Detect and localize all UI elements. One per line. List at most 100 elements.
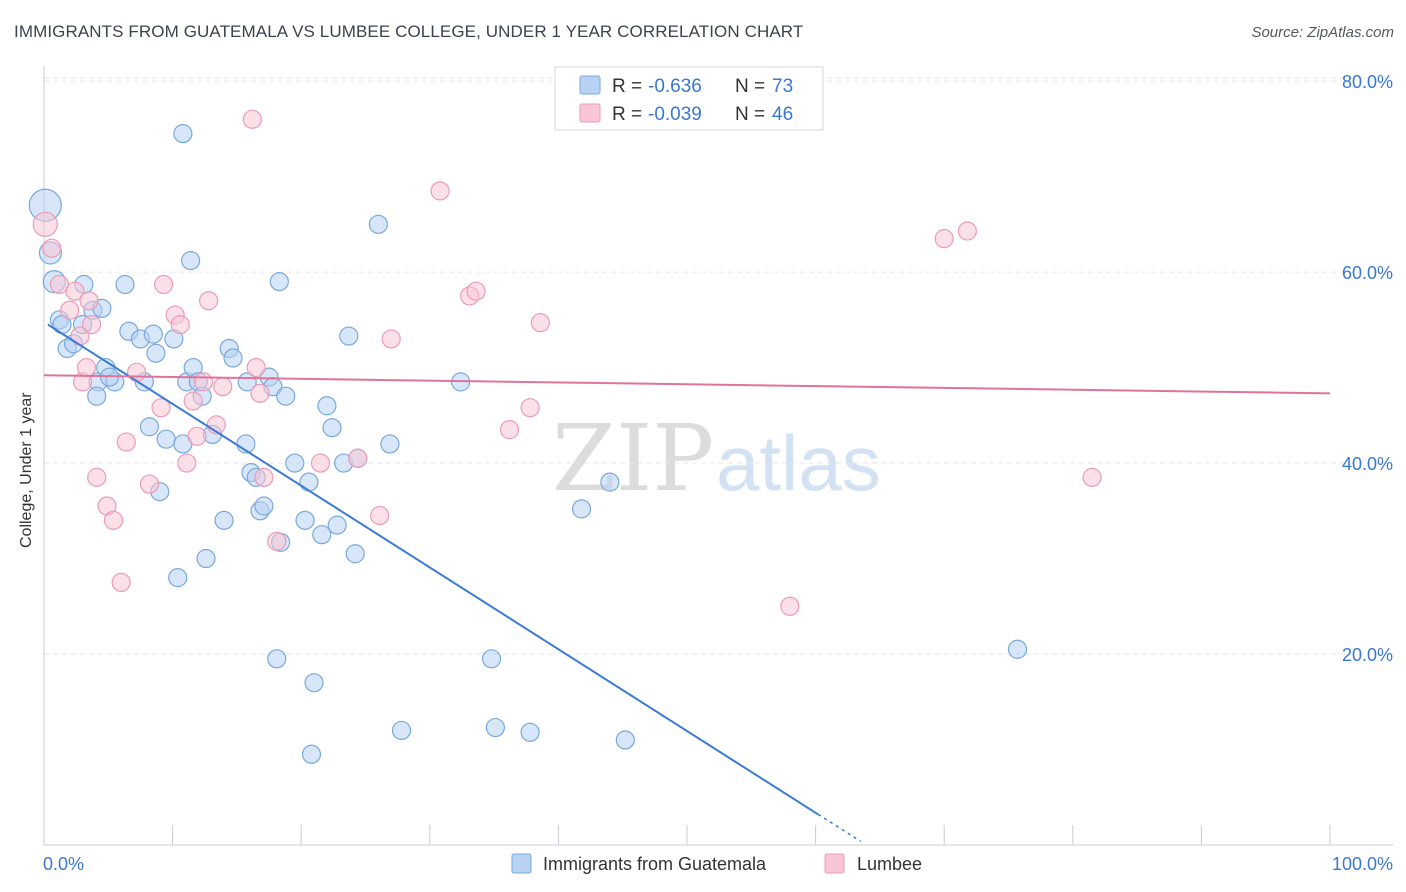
lumbee-point bbox=[65, 281, 85, 301]
series-lumbee-points bbox=[32, 109, 1102, 616]
y-tick-label: 60.0% bbox=[1342, 263, 1393, 283]
lumbee-point bbox=[79, 291, 99, 311]
lumbee-point bbox=[520, 398, 540, 418]
lumbee-point bbox=[111, 572, 131, 593]
lumbee-point bbox=[116, 432, 136, 452]
guatemala-point bbox=[173, 124, 193, 144]
chart-title: IMMIGRANTS FROM GUATEMALA VS LUMBEE COLL… bbox=[14, 22, 804, 41]
watermark-zip: ZIP bbox=[552, 405, 714, 512]
guatemala-point bbox=[115, 274, 135, 295]
lumbee-point bbox=[153, 274, 174, 295]
lumbee-trend-line bbox=[43, 374, 1331, 395]
guatemala-point bbox=[267, 649, 287, 669]
legend-r-value-2: -0.039 bbox=[648, 104, 702, 125]
bottom-legend-swatch-guatemala bbox=[511, 853, 532, 874]
legend-box: R = -0.636 N = 73 R = -0.039 N = 46 bbox=[554, 66, 824, 131]
lumbee-point bbox=[81, 314, 102, 335]
lumbee-point bbox=[187, 426, 207, 446]
legend-n-label-1: N = bbox=[735, 76, 765, 97]
lumbee-point bbox=[957, 221, 977, 241]
guatemala-point bbox=[1007, 639, 1028, 659]
guatemala-point bbox=[285, 453, 305, 473]
guatemala-point bbox=[304, 673, 324, 693]
gridlines bbox=[44, 77, 1393, 655]
guatemala-point bbox=[327, 515, 347, 535]
legend-r-label-2: R = bbox=[612, 104, 642, 125]
lumbee-point bbox=[199, 291, 219, 311]
bottom-legend-label-lumbee: Lumbee bbox=[857, 854, 922, 874]
lumbee-point bbox=[250, 383, 270, 403]
guatemala-point bbox=[254, 496, 274, 516]
guatemala-point bbox=[87, 386, 107, 406]
lumbee-point bbox=[499, 420, 520, 440]
lumbee-point bbox=[151, 398, 171, 418]
guatemala-point bbox=[269, 272, 289, 292]
guatemala-point bbox=[146, 343, 166, 363]
lumbee-point bbox=[242, 109, 262, 129]
guatemala-point bbox=[322, 418, 342, 438]
guatemala-point bbox=[481, 649, 502, 669]
x-tick-label-min: 0.0% bbox=[43, 854, 84, 874]
lumbee-point bbox=[934, 229, 954, 249]
legend-r-label-1: R = bbox=[612, 76, 642, 97]
guatemala-point bbox=[295, 510, 315, 530]
guatemala-point bbox=[214, 510, 234, 530]
y-tick-label: 40.0% bbox=[1342, 454, 1393, 474]
guatemala-point bbox=[276, 386, 296, 406]
lumbee-point bbox=[42, 238, 62, 258]
lumbee-point bbox=[177, 453, 197, 473]
guatemala-point bbox=[223, 348, 243, 368]
lumbee-point bbox=[370, 505, 390, 526]
lumbee-point bbox=[466, 281, 486, 301]
guatemala-point bbox=[143, 324, 163, 344]
watermark-atlas: atlas bbox=[716, 419, 881, 507]
lumbee-point bbox=[126, 362, 147, 382]
lumbee-point bbox=[381, 329, 401, 349]
series-guatemala-points bbox=[28, 124, 1028, 764]
guatemala-point bbox=[368, 214, 388, 234]
lumbee-point bbox=[193, 372, 214, 392]
guatemala-point bbox=[391, 720, 412, 741]
guatemala-point bbox=[485, 717, 505, 738]
legend-swatch-lumbee bbox=[579, 103, 601, 123]
legend-n-value-1: 73 bbox=[772, 76, 793, 97]
legend-n-label-2: N = bbox=[735, 104, 765, 125]
legend-swatch-guatemala bbox=[579, 75, 601, 95]
guatemala-point bbox=[345, 544, 365, 564]
lumbee-point bbox=[530, 313, 550, 333]
guatemala-point bbox=[196, 548, 216, 569]
bottom-legend-label-guatemala: Immigrants from Guatemala bbox=[543, 854, 767, 874]
guatemala-point bbox=[312, 525, 332, 545]
y-tick-label: 20.0% bbox=[1342, 645, 1393, 665]
lumbee-point bbox=[139, 474, 160, 494]
guatemala-trend-extension bbox=[817, 813, 862, 842]
x-tick-label-max: 100.0% bbox=[1332, 854, 1393, 874]
lumbee-point bbox=[170, 314, 190, 335]
guatemala-point bbox=[139, 417, 160, 437]
guatemala-point bbox=[339, 326, 359, 346]
guatemala-point bbox=[317, 396, 337, 416]
guatemala-point bbox=[156, 429, 176, 449]
lumbee-point bbox=[267, 531, 287, 551]
lumbee-point bbox=[32, 211, 58, 237]
y-tick-label: 80.0% bbox=[1342, 72, 1393, 92]
lumbee-point bbox=[254, 467, 274, 487]
guatemala-point bbox=[301, 744, 322, 764]
lumbee-point bbox=[213, 377, 233, 397]
lumbee-point bbox=[246, 357, 266, 378]
lumbee-point bbox=[348, 448, 368, 468]
guatemala-point bbox=[181, 251, 201, 271]
lumbee-point bbox=[1082, 467, 1102, 487]
guatemala-point bbox=[520, 722, 540, 742]
guatemala-point bbox=[168, 568, 188, 588]
guatemala-point bbox=[571, 499, 592, 519]
legend-r-value-1: -0.636 bbox=[648, 76, 702, 97]
lumbee-point bbox=[103, 510, 124, 530]
lumbee-point bbox=[310, 453, 331, 473]
lumbee-point bbox=[780, 596, 800, 616]
lumbee-point bbox=[87, 467, 107, 487]
trend-lines bbox=[43, 323, 1331, 842]
source-credit: Source: ZipAtlas.com bbox=[1251, 24, 1394, 41]
guatemala-point bbox=[600, 472, 620, 492]
